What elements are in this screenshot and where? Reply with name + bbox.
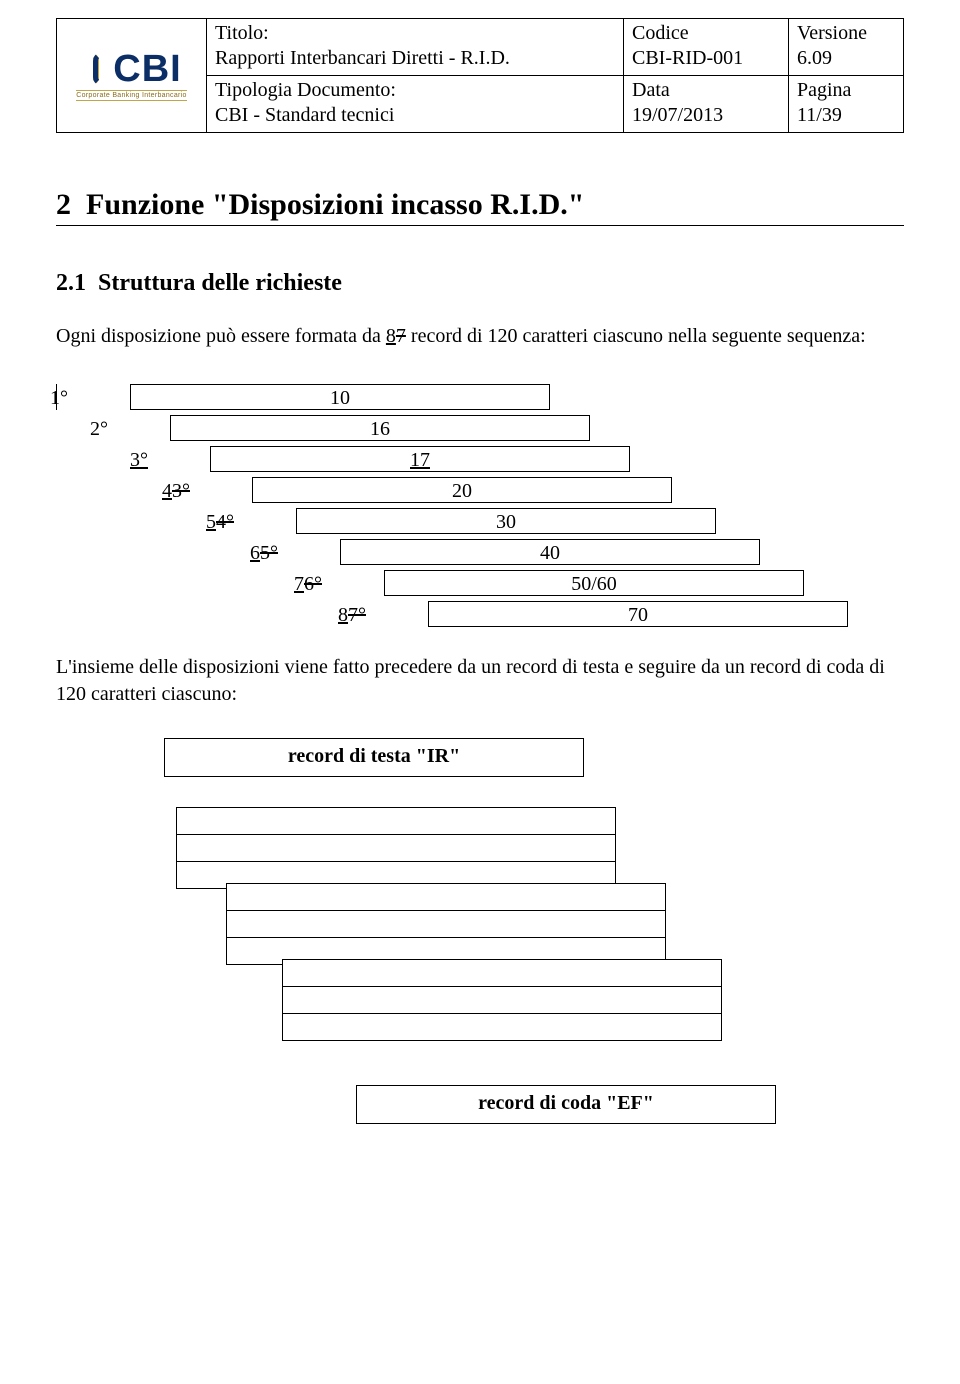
- versione-value: 6.09: [797, 46, 895, 71]
- record-testa-box: record di testa "IR": [164, 738, 584, 777]
- subsection-heading: 2.1 Struttura delle richieste: [56, 270, 904, 297]
- doc-header: CBI Corporate Banking Interbancario Tito…: [56, 18, 904, 133]
- titolo-cell: Titolo: Rapporti Interbancari Diretti - …: [207, 19, 623, 75]
- subsection-title: Struttura delle richieste: [98, 270, 342, 296]
- versione-cell: Versione 6.09: [788, 19, 903, 75]
- sequence-row: 3°17: [154, 446, 670, 474]
- section-number: 2: [56, 188, 71, 221]
- sequence-row: 87°70: [372, 601, 888, 629]
- tipologia-value: CBI - Standard tecnici: [215, 103, 615, 128]
- sequence-row: 76°50/60: [328, 570, 844, 598]
- pagina-cell: Pagina 11/39: [788, 76, 903, 132]
- sequence-ordinal: 1°: [50, 387, 68, 410]
- codice-label: Codice: [632, 21, 780, 46]
- sequence-code: 17: [410, 449, 430, 472]
- record-group: [282, 959, 722, 1041]
- sequence-code: 30: [496, 511, 516, 534]
- sequence-row: 43°20: [196, 477, 712, 505]
- sequence-ordinal: 3°: [130, 449, 148, 472]
- sequence-ordinal: 87°: [338, 604, 366, 627]
- section-heading: 2 Funzione "Disposizioni incasso R.I.D.": [56, 187, 904, 226]
- titolo-value: Rapporti Interbancari Diretti - R.I.D.: [215, 46, 615, 71]
- sequence-row: 2°16: [114, 415, 630, 443]
- records-cascade-diagram: [56, 807, 904, 1045]
- sequence-code: 40: [540, 542, 560, 565]
- sequence-row: 65°40: [284, 539, 800, 567]
- data-cell: Data 19/07/2013: [623, 76, 788, 132]
- data-value: 19/07/2013: [632, 103, 780, 128]
- paragraph-2: L'insieme delle disposizioni viene fatto…: [56, 654, 904, 708]
- pagina-label: Pagina: [797, 78, 895, 103]
- subsection-number: 2.1: [56, 270, 86, 296]
- paragraph-1: Ogni disposizione può essere formata da …: [56, 323, 904, 350]
- sequence-code: 10: [330, 387, 350, 410]
- tipologia-label: Tipologia Documento:: [215, 78, 615, 103]
- sequence-code: 20: [452, 480, 472, 503]
- sequence-code: 50/60: [571, 573, 617, 596]
- record-group: [226, 883, 666, 965]
- titolo-label: Titolo:: [215, 21, 615, 46]
- codice-cell: Codice CBI-RID-001: [623, 19, 788, 75]
- sequence-row: 1°10: [74, 384, 590, 412]
- sequence-ordinal: 43°: [162, 480, 190, 503]
- sequence-ordinal: 54°: [206, 511, 234, 534]
- sequence-ordinal: 76°: [294, 573, 322, 596]
- record-group: [176, 807, 616, 889]
- logo-icon: [81, 52, 111, 86]
- data-label: Data: [632, 78, 780, 103]
- sequence-diagram: 1°102°163°1743°2054°3065°4076°50/6087°70: [74, 384, 904, 642]
- logo: CBI Corporate Banking Interbancario: [76, 50, 186, 101]
- tipologia-cell: Tipologia Documento: CBI - Standard tecn…: [207, 76, 623, 132]
- sequence-code: 16: [370, 418, 390, 441]
- logo-cell: CBI Corporate Banking Interbancario: [57, 19, 207, 132]
- sequence-ordinal: 65°: [250, 542, 278, 565]
- sequence-row: 54°30: [240, 508, 756, 536]
- sequence-ordinal: 2°: [90, 418, 108, 441]
- section-title: Funzione "Disposizioni incasso R.I.D.": [86, 188, 584, 221]
- pagina-value: 11/39: [797, 103, 895, 128]
- logo-subtitle: Corporate Banking Interbancario: [76, 90, 186, 101]
- logo-text: CBI: [113, 50, 181, 88]
- versione-label: Versione: [797, 21, 895, 46]
- sequence-code: 70: [628, 604, 648, 627]
- codice-value: CBI-RID-001: [632, 46, 780, 71]
- record-coda-box: record di coda "EF": [356, 1085, 776, 1124]
